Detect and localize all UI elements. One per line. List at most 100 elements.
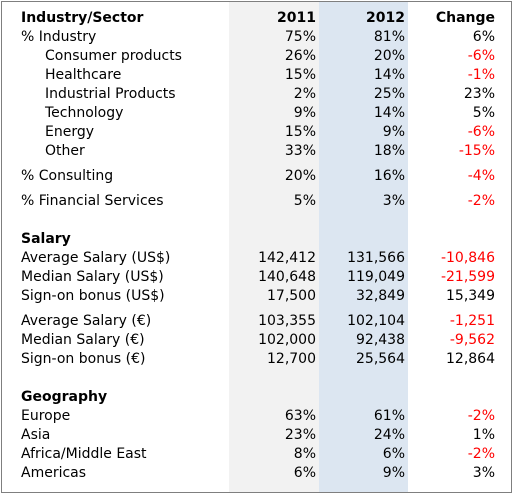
value-2012: 131,566 [347, 250, 405, 266]
table-row: Industrial Products 2% 25% 23% [2, 85, 511, 104]
value-2012: 16% [373, 168, 405, 184]
row-label: Energy [45, 124, 95, 140]
value-2012: 9% [382, 465, 405, 481]
row-label: % Financial Services [21, 193, 164, 209]
value-change: 15,349 [446, 288, 495, 304]
row-label: Median Salary (US$) [21, 269, 164, 285]
table-row: Americas 6% 9% 3% [2, 464, 511, 483]
value-2012: 14% [373, 67, 405, 83]
row-label: Consumer products [45, 48, 182, 64]
value-2012: 25,564 [356, 351, 405, 367]
row-label: Africa/Middle East [21, 446, 147, 462]
value-change: -4% [467, 168, 495, 184]
value-2012: 61% [373, 408, 405, 424]
table-row: Sign-on bonus (€) 12,700 25,564 12,864 [2, 350, 511, 369]
value-2011: 8% [293, 446, 316, 462]
table-row: Average Salary (US$) 142,412 131,566 -10… [2, 249, 511, 268]
table-row: Healthcare 15% 14% -1% [2, 66, 511, 85]
value-change: 12,864 [446, 351, 495, 367]
value-2011: 17,500 [267, 288, 316, 304]
table-row: Consumer products 26% 20% -6% [2, 47, 511, 66]
table-row: % Financial Services 5% 3% -2% [2, 192, 511, 211]
value-change: -10,846 [440, 250, 495, 266]
table-row: Median Salary (€) 102,000 92,438 -9,562 [2, 331, 511, 350]
value-2012: 6% [382, 446, 405, 462]
value-2012: 119,049 [347, 269, 405, 285]
value-change: -1% [467, 67, 495, 83]
value-change: 1% [472, 427, 495, 443]
row-label: Sign-on bonus (US$) [21, 288, 165, 304]
row-label: Asia [21, 427, 51, 443]
table-row: Other 33% 18% -15% [2, 142, 511, 161]
value-2011: 20% [284, 168, 316, 184]
value-2011: 12,700 [267, 351, 316, 367]
row-label: Americas [21, 465, 87, 481]
table-row: Asia 23% 24% 1% [2, 426, 511, 445]
header-change: Change [435, 10, 495, 26]
header-label: Industry/Sector [21, 10, 144, 26]
value-change: -2% [467, 446, 495, 462]
section-title: Geography [21, 389, 108, 405]
value-2011: 142,412 [258, 250, 316, 266]
table-row: Africa/Middle East 8% 6% -2% [2, 445, 511, 464]
value-2011: 2% [293, 86, 316, 102]
value-2011: 15% [284, 124, 316, 140]
value-2011: 5% [293, 193, 316, 209]
value-2011: 9% [293, 105, 316, 121]
value-2012: 18% [373, 143, 405, 159]
section-title: Salary [21, 231, 71, 247]
value-2012: 14% [373, 105, 405, 121]
value-2012: 24% [373, 427, 405, 443]
header-2011: 2011 [277, 10, 316, 26]
value-change: 5% [472, 105, 495, 121]
value-change: -9,562 [449, 332, 495, 348]
value-2012: 3% [382, 193, 405, 209]
value-2011: 26% [284, 48, 316, 64]
row-label: Industrial Products [45, 86, 176, 102]
value-2011: 140,648 [258, 269, 316, 285]
table-row: Europe 63% 61% -2% [2, 407, 511, 426]
row-label: % Consulting [21, 168, 114, 184]
value-2012: 25% [373, 86, 405, 102]
table-row: Median Salary (US$) 140,648 119,049 -21,… [2, 268, 511, 287]
value-2012: 9% [382, 124, 405, 140]
table-row: % Industry 75% 81% 6% [2, 28, 511, 47]
row-label: Median Salary (€) [21, 332, 145, 348]
value-2011: 23% [284, 427, 316, 443]
value-2012: 81% [373, 29, 405, 45]
value-2012: 102,104 [347, 313, 405, 329]
row-label: Average Salary (€) [21, 313, 152, 329]
value-2012: 92,438 [356, 332, 405, 348]
row-label: Europe [21, 408, 71, 424]
row-label: Sign-on bonus (€) [21, 351, 146, 367]
value-2011: 6% [293, 465, 316, 481]
value-change: 23% [463, 86, 495, 102]
value-2012: 20% [373, 48, 405, 64]
value-change: -15% [458, 143, 495, 159]
value-2011: 63% [284, 408, 316, 424]
value-change: 6% [472, 29, 495, 45]
section-heading-salary: Salary [2, 230, 511, 249]
value-2011: 102,000 [258, 332, 316, 348]
value-change: -6% [467, 124, 495, 140]
value-change: 3% [472, 465, 495, 481]
header-row: Industry/Sector 2011 2012 Change [2, 9, 511, 28]
table-row: Sign-on bonus (US$) 17,500 32,849 15,349 [2, 287, 511, 306]
table-row: % Consulting 20% 16% -4% [2, 167, 511, 186]
value-2012: 32,849 [356, 288, 405, 304]
table-row: Technology 9% 14% 5% [2, 104, 511, 123]
value-change: -1,251 [449, 313, 495, 329]
row-label: % Industry [21, 29, 97, 45]
column-band-2011 [229, 2, 319, 492]
value-change: -2% [467, 193, 495, 209]
row-label: Technology [45, 105, 124, 121]
value-change: -21,599 [440, 269, 495, 285]
section-heading-geography: Geography [2, 388, 511, 407]
value-2011: 75% [284, 29, 316, 45]
header-2012: 2012 [366, 10, 405, 26]
table-row: Average Salary (€) 103,355 102,104 -1,25… [2, 312, 511, 331]
row-label: Other [45, 143, 85, 159]
column-band-2012 [319, 2, 408, 492]
